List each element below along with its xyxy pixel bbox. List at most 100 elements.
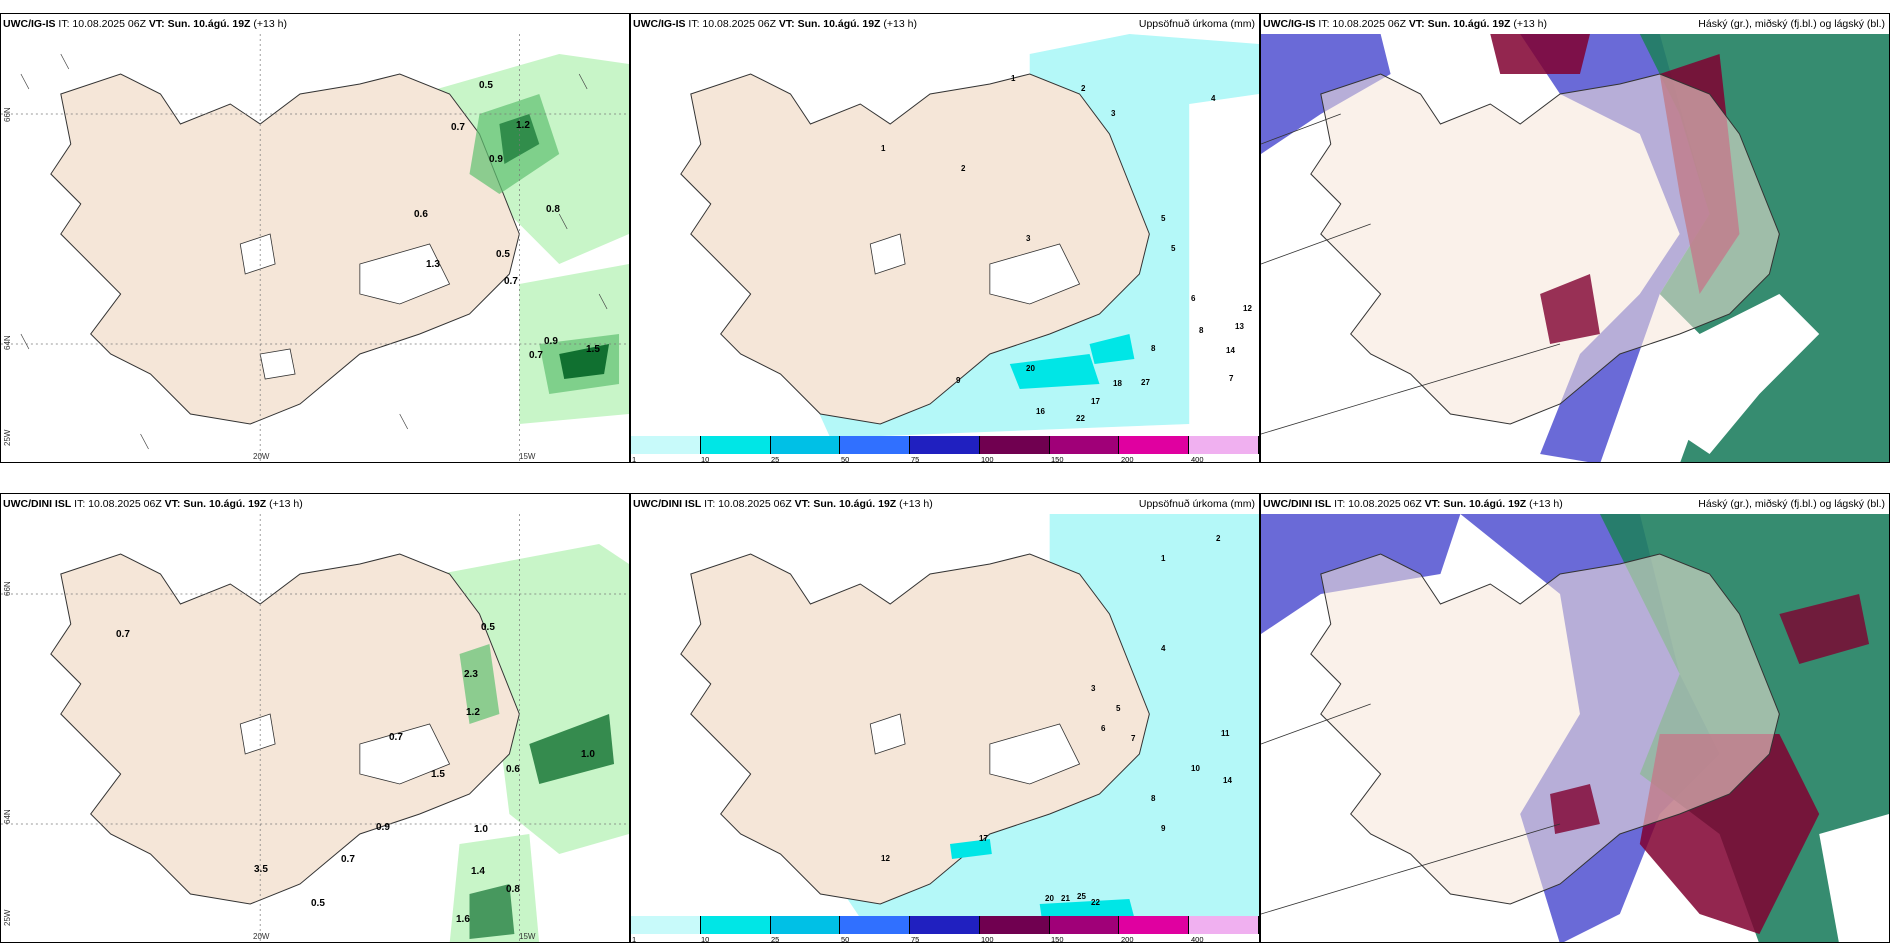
precip-label: 2 [961, 164, 966, 173]
precip-legend: 1 10 25 50 75 100 150 200 400 [631, 916, 1259, 942]
legend-tick: 150 [1051, 455, 1064, 463]
precip-label: 3 [1026, 234, 1031, 243]
precip-label: 12 [881, 854, 890, 863]
lat-label-66: 66N [3, 581, 12, 596]
legend-tick: 25 [771, 455, 780, 463]
precip-label: 10 [1191, 764, 1200, 773]
legend-swatch [1119, 916, 1190, 934]
lat-label-66: 66N [3, 107, 12, 122]
precip-label: 4 [1211, 94, 1216, 103]
precip-label: 6 [1191, 294, 1196, 303]
panel-precip-igis: UWC/IG-IS IT: 10.08.2025 06Z VT: Sun. 10… [630, 13, 1260, 463]
precip-label: 20 [1026, 364, 1035, 373]
rain-label: 0.6 [414, 209, 428, 220]
legend-tick: 200 [1121, 455, 1134, 463]
legend-swatch [910, 436, 980, 454]
legend-tick: 400 [1191, 935, 1204, 943]
rain-label: 0.7 [389, 732, 403, 743]
legend-swatch [979, 436, 1050, 454]
rain-label: 1.3 [426, 259, 440, 270]
precip-label: 1 [1011, 74, 1016, 83]
precip-label: 9 [1161, 824, 1166, 833]
legend-swatch [840, 436, 911, 454]
rain-label: 1.2 [516, 120, 530, 131]
lat-label-64: 64N [3, 809, 12, 824]
rain-label: 0.5 [481, 622, 495, 633]
precip-label: 16 [1036, 407, 1045, 416]
lon-label-15: 15W [519, 932, 536, 941]
precip-label: 11 [1221, 729, 1230, 738]
wind-rain-map [1, 514, 629, 942]
precip-label: 5 [1161, 214, 1166, 223]
legend-swatch [910, 916, 980, 934]
panel-right-title: Uppsöfnuð úrkoma (mm) [1138, 498, 1255, 510]
panel-wind-rain-igis: UWC/IG-IS IT: 10.08.2025 06Z VT: Sun. 10… [0, 13, 630, 463]
precip-label: 4 [1161, 644, 1166, 653]
rain-label: 1.6 [456, 914, 470, 925]
rain-label: 0.7 [341, 854, 355, 865]
panel-title: UWC/IG-IS IT: 10.08.2025 06Z VT: Sun. 10… [3, 18, 287, 30]
legend-tick: 50 [841, 455, 850, 463]
precip-map [631, 514, 1259, 918]
rain-label: 0.5 [496, 249, 510, 260]
rain-label: 1.5 [586, 344, 600, 355]
wind-rain-map [1, 34, 629, 462]
legend-swatch [840, 916, 911, 934]
panel-title: UWC/IG-IS IT: 10.08.2025 06Z VT: Sun. 10… [633, 18, 917, 30]
legend-tick: 100 [981, 455, 994, 463]
panel-title: UWC/DINI ISL IT: 10.08.2025 06Z VT: Sun.… [1263, 498, 1563, 510]
precip-label: 1 [881, 144, 886, 153]
cloud-map [1261, 514, 1889, 942]
precip-label: 9 [956, 376, 961, 385]
precip-label: 25 [1077, 892, 1086, 901]
rain-label: 1.0 [581, 749, 595, 760]
cloud-map [1261, 34, 1889, 462]
legend-tick: 1 [632, 935, 637, 943]
legend-tick: 10 [701, 935, 710, 943]
rain-label: 1.4 [471, 866, 485, 877]
precip-label: 3 [1111, 109, 1116, 118]
rain-label: 1.0 [474, 824, 488, 835]
precip-label: 18 [1113, 379, 1122, 388]
panel-right-title: Háský (gr.), miðský (fj.bl.) og lágský (… [1698, 498, 1885, 510]
legend-swatch [1189, 916, 1259, 934]
rain-label: 0.8 [546, 204, 560, 215]
precip-label: 3 [1091, 684, 1096, 693]
panel-title: UWC/DINI ISL IT: 10.08.2025 06Z VT: Sun.… [3, 498, 303, 510]
rain-label: 2.3 [464, 669, 478, 680]
precip-label: 22 [1076, 414, 1085, 423]
lat-label-64: 64N [3, 335, 12, 350]
precip-map [631, 34, 1259, 438]
legend-tick: 200 [1121, 935, 1134, 943]
precip-label: 14 [1223, 776, 1232, 785]
legend-tick: 1 [632, 455, 637, 463]
legend-swatch [631, 916, 701, 934]
precip-label: 12 [1243, 304, 1252, 313]
precip-label: 13 [1235, 322, 1244, 331]
rain-label: 3.5 [254, 864, 268, 875]
precip-label: 22 [1091, 898, 1100, 907]
rain-label: 0.8 [506, 884, 520, 895]
lon-label-15: 15W [519, 452, 536, 461]
legend-swatch [770, 916, 841, 934]
rain-label: 0.6 [506, 764, 520, 775]
lon-label-20: 20W [253, 452, 270, 461]
panel-right-title: Háský (gr.), miðský (fj.bl.) og lágský (… [1698, 18, 1885, 30]
precip-label: 8 [1151, 344, 1156, 353]
rain-label: 0.9 [489, 154, 503, 165]
panel-precip-dini: UWC/DINI ISL IT: 10.08.2025 06Z VT: Sun.… [630, 493, 1260, 943]
precip-label: 17 [1091, 397, 1100, 406]
panel-clouds-igis: UWC/IG-IS IT: 10.08.2025 06Z VT: Sun. 10… [1260, 13, 1890, 463]
panel-title: UWC/DINI ISL IT: 10.08.2025 06Z VT: Sun.… [633, 498, 933, 510]
precip-label: 2 [1216, 534, 1221, 543]
rain-label: 0.7 [451, 122, 465, 133]
precip-label: 2 [1081, 84, 1086, 93]
panel-clouds-dini: UWC/DINI ISL IT: 10.08.2025 06Z VT: Sun.… [1260, 493, 1890, 943]
legend-tick: 150 [1051, 935, 1064, 943]
precip-label: 27 [1141, 378, 1150, 387]
legend-swatch [700, 436, 771, 454]
precip-label: 5 [1171, 244, 1176, 253]
legend-tick: 400 [1191, 455, 1204, 463]
precip-label: 21 [1061, 894, 1070, 903]
legend-swatch [1049, 916, 1120, 934]
